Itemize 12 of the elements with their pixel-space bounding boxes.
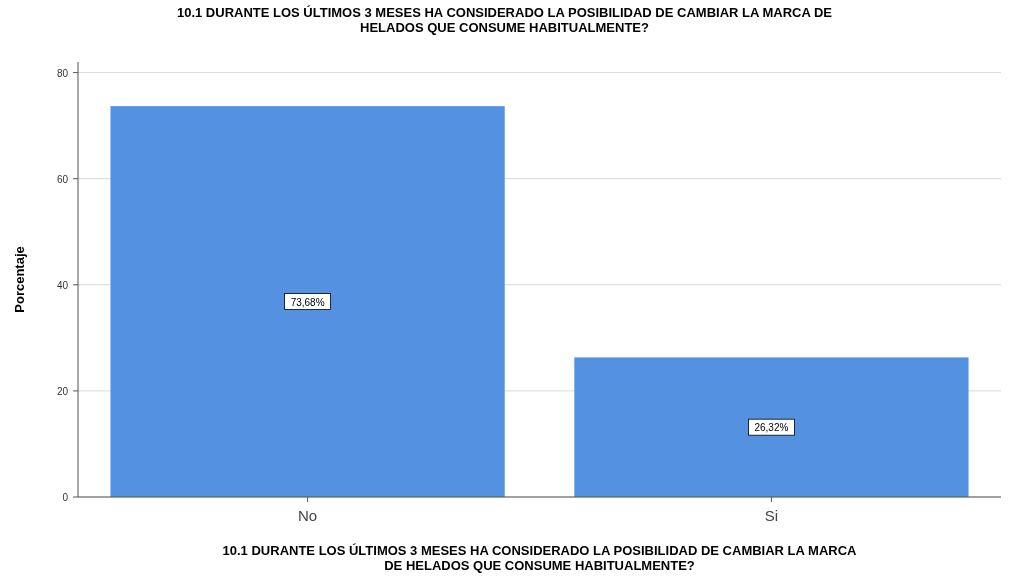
- x-tick-label: Si: [764, 507, 779, 524]
- data-label: 73,68%: [290, 296, 325, 308]
- x-axis-title: 10.1 DURANTE LOS ÚLTIMOS 3 MESES HA CONSIDERADO LA POSIBILIDAD DE CAMBIAR LA MARCA DE HELADOS QUE CONSUME HABITUALMENTE?: [222, 543, 858, 573]
- y-tick-label: 60: [56, 173, 69, 185]
- y-axis-title: Porcentaje: [12, 246, 27, 313]
- y-tick-label: 80: [56, 67, 69, 79]
- chart-title: 10.1 DURANTE LOS ÚLTIMOS 3 MESES HA CONSIDERADO LA POSIBILIDAD DE CAMBIAR LA MARCA DE HELADOS QUE CONSUME HABITUALMENTE?: [176, 5, 833, 35]
- y-tick-label: 40: [56, 279, 69, 291]
- x-tick-label: No: [298, 507, 318, 524]
- y-tick-label: 0: [62, 492, 69, 503]
- data-label: 26,32%: [754, 422, 789, 434]
- y-tick-label: 20: [56, 385, 69, 397]
